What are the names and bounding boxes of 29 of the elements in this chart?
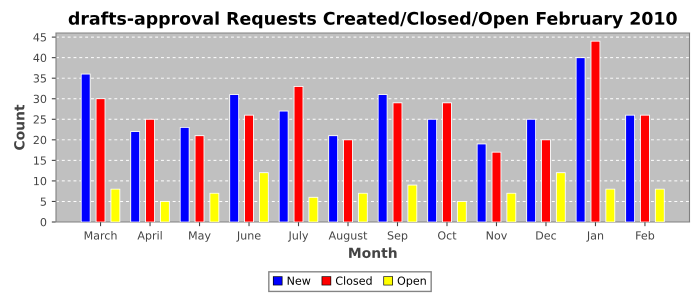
x-tick-label: Jan — [586, 231, 604, 242]
x-tick-label: May — [189, 231, 211, 242]
legend-label: Open — [398, 276, 426, 287]
y-tick-label: 0 — [40, 218, 46, 226]
x-axis-title: Month — [349, 247, 397, 258]
y-tick-label: 45 — [33, 33, 46, 42]
y-tick-label: 30 — [34, 94, 46, 104]
y-tick-label: 25 — [34, 115, 46, 124]
legend-label: Closed — [336, 276, 372, 285]
y-axis-title: Count — [14, 104, 25, 150]
y-tick-label: 35 — [34, 74, 46, 83]
chart-title: drafts-approval Requests Created/Closed/Open February 2010 — [68, 11, 677, 28]
x-tick-label: Sep — [388, 231, 408, 242]
y-tick-label: 5 — [40, 198, 46, 206]
x-tick-label: Dec — [536, 231, 556, 240]
x-tick-label: July — [288, 231, 308, 242]
x-tick-label: April — [137, 231, 162, 242]
y-tick-label: 20 — [34, 136, 46, 144]
x-tick-label: June — [236, 231, 261, 242]
y-tick-label: 15 — [34, 156, 46, 165]
x-tick-label: Oct — [438, 231, 456, 240]
x-tick-label: Feb — [636, 231, 654, 240]
legend-label: New — [288, 276, 310, 285]
bar — [160, 201, 170, 222]
x-tick-label: March — [84, 231, 117, 240]
x-tick-label: August — [328, 231, 368, 242]
y-tick-label: 10 — [34, 176, 46, 186]
y-tick-label: 40 — [33, 54, 46, 62]
x-tick-label: Nov — [486, 231, 507, 240]
